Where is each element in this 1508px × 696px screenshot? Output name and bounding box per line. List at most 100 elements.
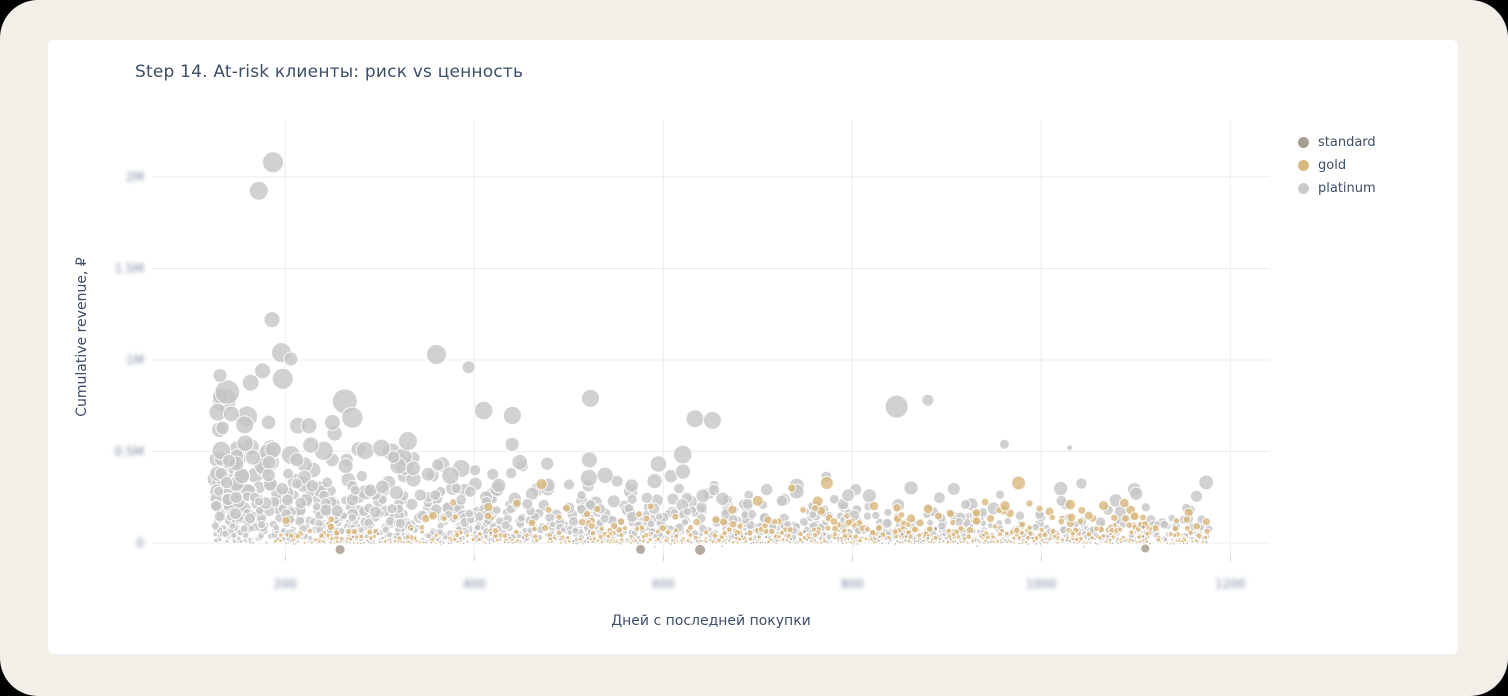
data-point xyxy=(926,518,934,527)
data-point-outlier xyxy=(694,543,707,555)
data-point xyxy=(214,379,241,405)
data-point xyxy=(215,420,230,436)
data-point xyxy=(1083,510,1094,521)
data-point xyxy=(1042,540,1047,545)
data-point xyxy=(541,523,550,533)
data-point xyxy=(571,539,576,544)
legend-item-platinum[interactable]: platinum xyxy=(1298,177,1428,200)
data-point xyxy=(606,494,621,509)
data-point xyxy=(802,529,807,534)
data-point xyxy=(761,521,769,530)
data-point xyxy=(1075,477,1088,490)
data-point xyxy=(720,544,724,548)
data-point xyxy=(548,520,557,529)
data-point xyxy=(409,542,413,546)
data-point xyxy=(1128,529,1135,536)
data-point xyxy=(363,483,378,498)
data-point xyxy=(535,477,548,491)
data-point xyxy=(386,450,401,464)
data-point xyxy=(598,525,605,533)
data-point-outlier xyxy=(1066,444,1074,452)
data-point xyxy=(764,534,769,540)
data-point xyxy=(296,539,300,544)
data-point xyxy=(388,485,404,501)
data-point-outlier xyxy=(248,180,269,201)
data-point xyxy=(1009,540,1014,544)
data-point xyxy=(787,483,797,493)
data-point xyxy=(640,491,654,505)
data-point xyxy=(906,538,912,544)
data-point xyxy=(1093,525,1100,532)
data-point xyxy=(945,539,951,545)
data-point xyxy=(396,539,401,544)
data-point xyxy=(949,518,957,527)
data-point xyxy=(629,540,634,545)
legend-item-gold[interactable]: gold xyxy=(1298,154,1428,177)
data-point xyxy=(264,540,269,545)
data-point xyxy=(1137,539,1143,545)
data-point xyxy=(580,451,598,469)
data-point xyxy=(915,518,925,528)
data-point-outlier xyxy=(1011,475,1027,491)
data-point xyxy=(261,467,276,483)
data-point xyxy=(372,438,391,458)
data-point xyxy=(291,477,303,490)
data-point xyxy=(464,508,475,519)
data-point xyxy=(375,531,381,536)
data-point xyxy=(474,511,485,522)
data-point xyxy=(302,436,320,454)
data-point xyxy=(610,521,619,531)
data-point xyxy=(1118,497,1130,509)
data-point xyxy=(1203,539,1209,545)
data-point xyxy=(1129,486,1144,501)
data-point xyxy=(512,498,522,509)
data-point xyxy=(907,533,914,540)
data-point xyxy=(785,538,790,543)
data-point xyxy=(597,533,604,540)
data-point xyxy=(798,516,809,527)
data-point xyxy=(317,539,322,544)
data-point xyxy=(221,529,230,539)
data-point-outlier xyxy=(998,438,1010,450)
data-point xyxy=(671,512,680,521)
data-point xyxy=(999,540,1003,545)
data-point xyxy=(405,460,422,477)
data-point xyxy=(513,529,520,536)
data-point xyxy=(829,517,839,527)
data-point xyxy=(358,533,365,540)
y-axis-title: Cumulative revenue, ₽ xyxy=(74,257,90,417)
data-point xyxy=(563,540,568,545)
legend-item-standard[interactable]: standard xyxy=(1298,131,1428,154)
data-point xyxy=(1041,531,1049,539)
data-point xyxy=(302,540,307,545)
data-point xyxy=(922,503,934,515)
data-point xyxy=(1066,512,1077,523)
data-point xyxy=(292,542,296,546)
data-point xyxy=(912,541,917,545)
data-point xyxy=(733,532,739,537)
data-point xyxy=(261,454,277,471)
data-point xyxy=(903,480,919,496)
y-tick-label: 0.5M xyxy=(115,444,144,458)
data-point xyxy=(1048,513,1057,522)
data-point xyxy=(349,484,361,496)
data-point xyxy=(862,511,873,521)
data-point xyxy=(577,517,587,527)
data-point xyxy=(319,503,333,517)
data-point xyxy=(375,479,390,495)
data-point xyxy=(449,541,454,545)
data-point xyxy=(774,538,779,543)
data-point xyxy=(1038,542,1043,546)
data-point xyxy=(845,518,854,527)
scatter-points xyxy=(206,151,1215,555)
data-point xyxy=(707,483,721,497)
data-point xyxy=(616,517,626,526)
data-point xyxy=(633,538,638,543)
data-point xyxy=(754,540,759,545)
data-point xyxy=(447,541,451,545)
data-point xyxy=(587,521,596,531)
data-point xyxy=(828,493,840,505)
data-point xyxy=(1110,513,1119,522)
data-point xyxy=(813,538,817,543)
